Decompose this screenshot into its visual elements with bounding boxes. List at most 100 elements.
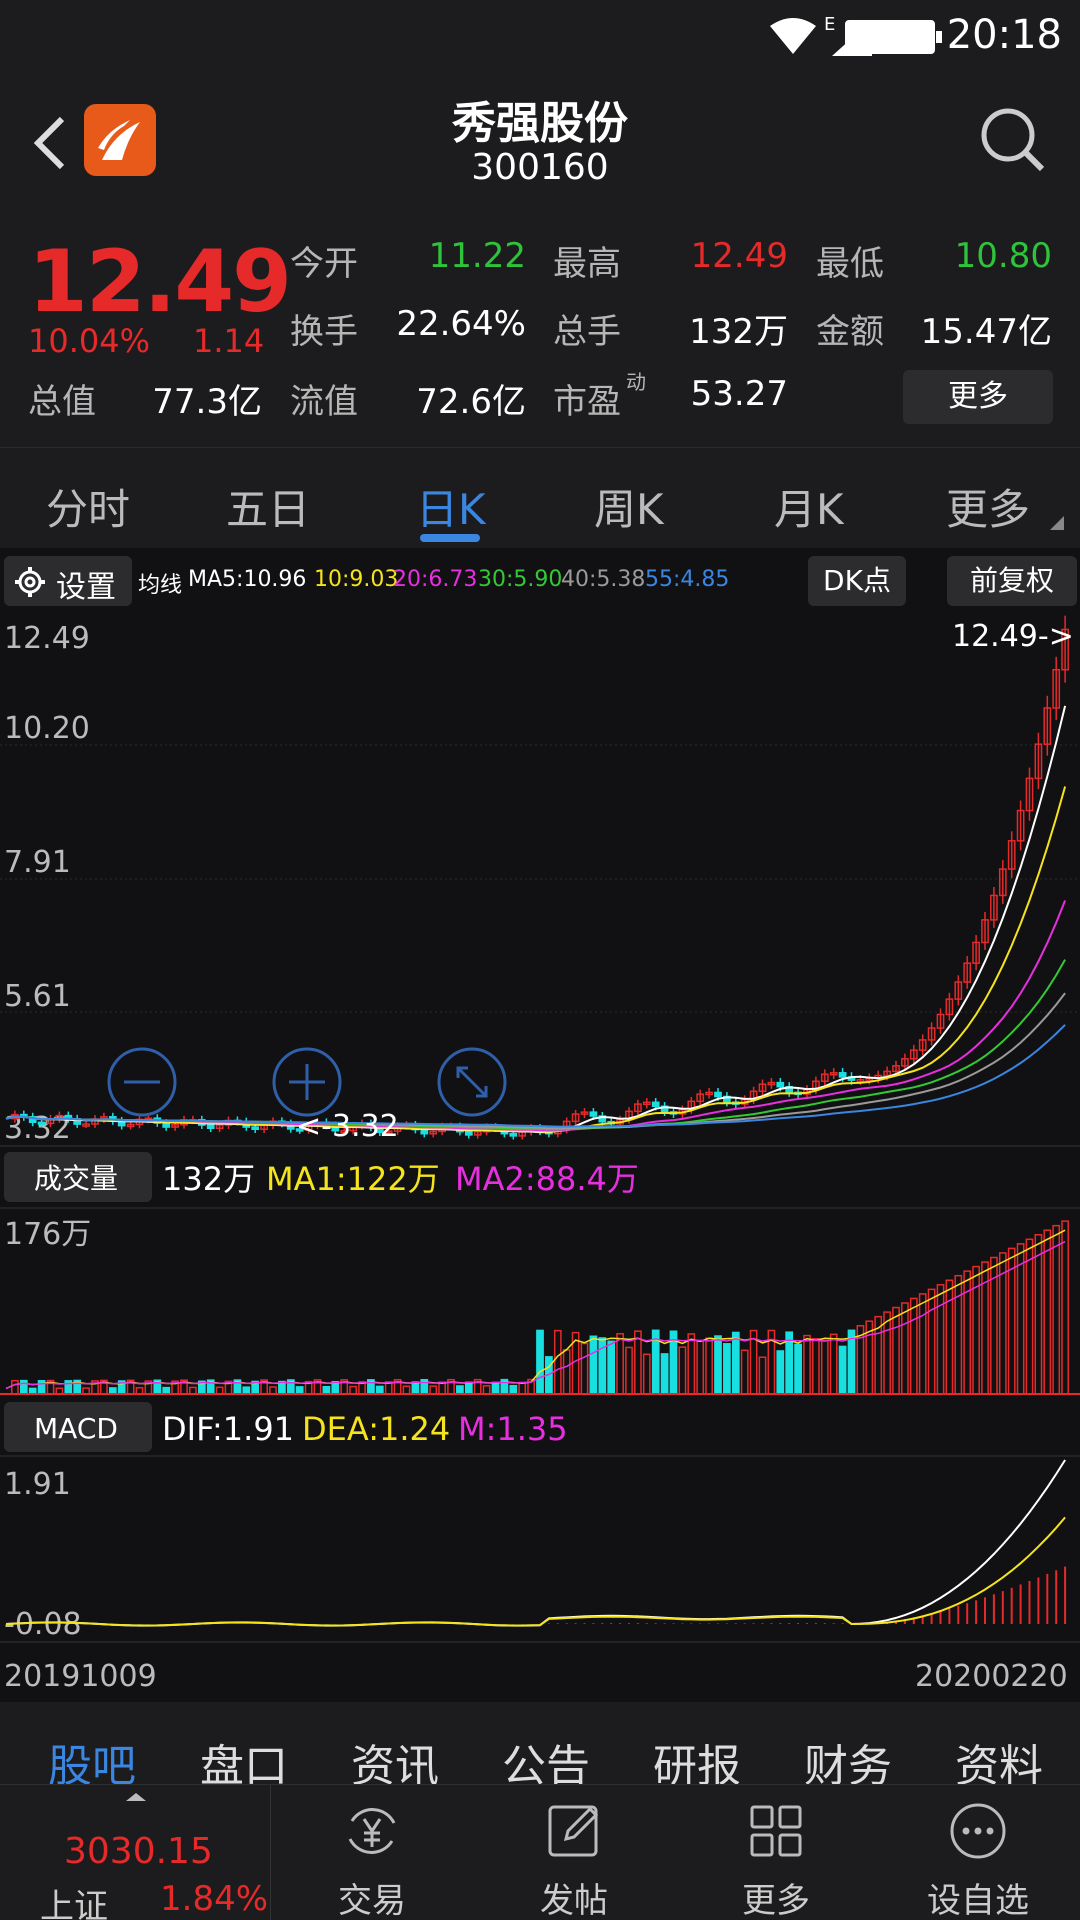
volume-bar: [820, 1339, 829, 1395]
candle-body: [829, 1072, 838, 1076]
volume-axis-top: 176万: [4, 1217, 91, 1252]
volume-bar: [909, 1297, 918, 1395]
tab-daily-k[interactable]: 日K: [416, 485, 486, 534]
volume-label: 总手: [553, 312, 621, 352]
macd-dea: DEA:1.24: [302, 1410, 450, 1448]
volume-bar: [625, 1346, 633, 1395]
tab-profile[interactable]: 资料: [955, 1741, 1043, 1792]
clock: 20:18: [946, 12, 1062, 58]
candle-body: [206, 1124, 215, 1130]
volume-bar: [714, 1335, 722, 1395]
volume-bar: [963, 1270, 972, 1395]
ma10-line: [5, 786, 1067, 1133]
tab-intraday[interactable]: 分时: [46, 485, 131, 534]
nav-trade[interactable]: 交易: [292, 1785, 452, 1920]
candle-body: [28, 1116, 37, 1124]
candle-body: [420, 1128, 429, 1135]
tab-weekly-k[interactable]: 周K: [594, 485, 664, 534]
bottom-nav: 3030.15 上证 1.84% 交易 发帖 更多 设自选: [0, 1784, 1080, 1920]
volume-bar: [242, 1386, 251, 1395]
change-percent: 10.04%: [28, 322, 151, 360]
volume-bar: [536, 1329, 544, 1395]
candle-body: [589, 1111, 598, 1117]
volume-bar: [954, 1274, 963, 1395]
back-arrow-icon[interactable]: [30, 115, 70, 171]
candle-body: [883, 1070, 891, 1077]
price-axis-top: 12.49: [4, 621, 90, 656]
volume-bar: [402, 1385, 411, 1395]
low-value: 10.80: [954, 236, 1052, 276]
gear-icon: [15, 567, 45, 597]
volume-ma2: MA2:88.4万: [455, 1160, 639, 1198]
zoom-out-button[interactable]: [107, 1047, 177, 1117]
fullscreen-button[interactable]: [437, 1047, 507, 1117]
index-ticker[interactable]: 3030.15 上证 1.84%: [0, 1785, 270, 1920]
dk-point-button[interactable]: DK点: [808, 556, 906, 606]
volume-bar: [456, 1385, 464, 1395]
candle-body: [295, 1128, 304, 1132]
index-percent: 1.84%: [160, 1879, 269, 1919]
candle-body: [892, 1065, 900, 1073]
kline-chart[interactable]: 12.49 10.20 7.91 5.61 3.32 12.49-> <-3.3…: [0, 612, 1080, 1702]
candle-body: [918, 1039, 927, 1051]
edit-icon: [548, 1805, 599, 1857]
macd-button[interactable]: [4, 1402, 152, 1452]
active-tab-indicator: [420, 534, 480, 542]
volume-bar: [731, 1331, 740, 1395]
current-price: 12.49: [28, 232, 292, 332]
candle-body: [634, 1103, 642, 1113]
volume-ma-line: [5, 1229, 1066, 1390]
nav-trade-label: 交易: [338, 1881, 406, 1920]
dropdown-corner-icon: [1050, 516, 1064, 530]
nav-add-watchlist-label: 设自选: [927, 1881, 1029, 1920]
tab-announcements[interactable]: 公告: [502, 1741, 590, 1792]
nav-post-label: 发帖: [540, 1881, 608, 1920]
volume-bar: [892, 1306, 900, 1395]
candle-body: [82, 1123, 90, 1127]
volume-bar: [616, 1333, 624, 1395]
stock-code: 300160: [471, 147, 609, 188]
volume-bar: [838, 1345, 847, 1395]
settings-button[interactable]: 设置: [4, 556, 132, 606]
candle-body: [1025, 777, 1034, 812]
tab-guba[interactable]: 股吧: [48, 1741, 136, 1792]
volume-bar: [723, 1343, 731, 1395]
volume-bar: [509, 1384, 518, 1395]
volume-button[interactable]: [4, 1152, 152, 1202]
candle-body: [696, 1093, 705, 1103]
zoom-in-button[interactable]: [272, 1047, 342, 1117]
tab-five-day[interactable]: 五日: [226, 485, 311, 534]
volume-bar: [705, 1337, 713, 1395]
volume-bar: [1061, 1220, 1069, 1395]
quote-more-button[interactable]: 更多: [903, 370, 1053, 424]
search-icon[interactable]: [978, 105, 1048, 175]
price-axis-2: 10.20: [4, 711, 90, 746]
volume-bar: [758, 1356, 767, 1395]
macd-dif: DIF:1.91: [162, 1410, 294, 1448]
candle-body: [126, 1123, 135, 1128]
nav-more[interactable]: 更多: [696, 1785, 856, 1920]
tab-monthly-k[interactable]: 月K: [774, 485, 844, 534]
nav-add-watchlist[interactable]: 设自选: [898, 1785, 1058, 1920]
nav-post[interactable]: 发帖: [494, 1785, 654, 1920]
forward-adjust-button[interactable]: 前复权: [947, 556, 1077, 606]
tab-more-periods[interactable]: 更多: [946, 485, 1031, 534]
volume-bar: [687, 1333, 696, 1395]
stock-header: 秀强股份 300160: [0, 75, 1080, 210]
candle-body: [473, 1130, 482, 1136]
volume-bar: [464, 1381, 473, 1395]
candle-body: [171, 1124, 179, 1128]
period-tabs: 分时 五日 日K 周K 月K 更多: [0, 448, 1080, 548]
mcap-value: 77.3亿: [152, 382, 262, 422]
tab-finance[interactable]: 财务: [804, 1741, 892, 1792]
volume-label: 成交量: [34, 1162, 118, 1195]
trade-icon: [348, 1808, 396, 1854]
ma5-value: MA5:10.96: [188, 567, 307, 592]
tab-pankou[interactable]: 盘口: [200, 1741, 288, 1792]
volume-bar: [927, 1288, 936, 1395]
high-label: 最高: [553, 244, 621, 284]
volume-bar: [215, 1386, 224, 1395]
tab-news[interactable]: 资讯: [351, 1741, 439, 1792]
tab-research[interactable]: 研报: [653, 1741, 741, 1792]
candle-body: [714, 1091, 722, 1098]
